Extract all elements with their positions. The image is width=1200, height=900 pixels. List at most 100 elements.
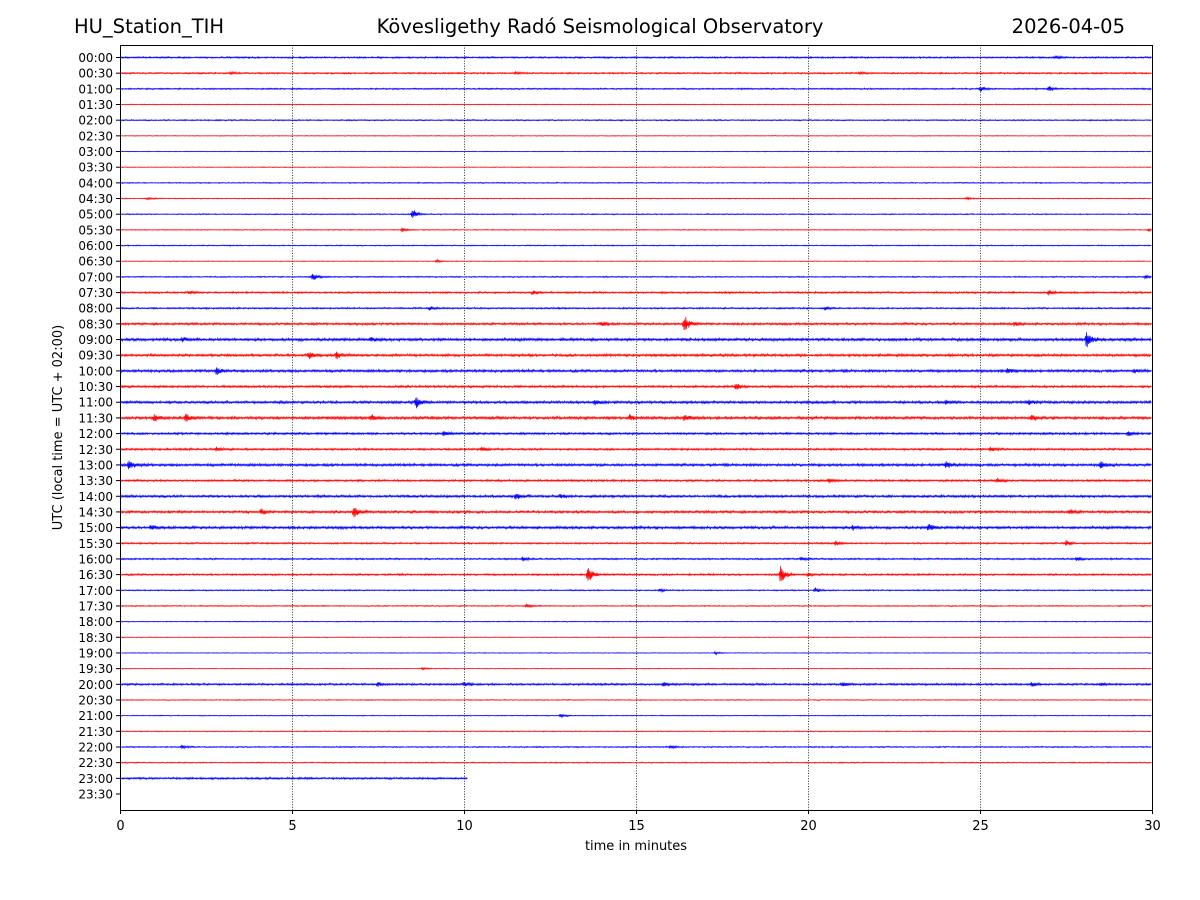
trace-2000: [119, 681, 1152, 687]
y-tick-label: 23:30: [78, 787, 113, 801]
y-tick-label: 16:30: [78, 568, 113, 582]
trace-0630: [119, 258, 1152, 264]
trace-1230: [119, 446, 1152, 452]
trace-0500: [119, 210, 1152, 219]
trace-1630: [119, 566, 1152, 582]
y-tick-label: 12:30: [78, 443, 113, 457]
trace-1100: [119, 397, 1152, 409]
trace-1800: [119, 620, 1152, 623]
y-tick-label: 22:30: [78, 756, 113, 770]
x-tick-label: 15: [628, 819, 645, 834]
x-axis-label: time in minutes: [585, 839, 687, 854]
y-tick-label: 17:00: [78, 584, 113, 598]
trace-0400: [119, 181, 1152, 185]
y-tick-label: 04:00: [78, 176, 113, 190]
trace-0100: [119, 86, 1152, 92]
x-axis-ticks: 0 5 10 15 20 25 30: [116, 810, 1161, 834]
trace-1530: [119, 540, 1152, 546]
trace-0300: [119, 150, 1152, 153]
trace-1500: [119, 523, 1152, 531]
y-tick-label: 02:00: [78, 114, 113, 128]
trace-1130: [119, 414, 1152, 422]
trace-1900: [119, 650, 1152, 656]
trace-1400: [119, 493, 1152, 500]
x-tick-label: 10: [456, 819, 473, 834]
y-tick-label: 08:00: [78, 302, 113, 316]
y-tick-label: 11:30: [78, 411, 113, 425]
y-tick-label: 20:00: [78, 678, 113, 692]
y-tick-label: 03:00: [78, 145, 113, 159]
trace-0530: [119, 227, 1152, 233]
trace-0230: [119, 134, 1152, 137]
trace-0430: [119, 196, 1152, 201]
y-tick-label: 01:00: [78, 82, 113, 96]
vertical-gridlines: [292, 45, 981, 810]
seismic-traces: [119, 55, 1152, 781]
y-tick-label: 06:00: [78, 239, 113, 253]
y-tick-label: 10:30: [78, 380, 113, 394]
trace-1200: [119, 430, 1152, 437]
trace-0800: [119, 306, 1152, 311]
y-tick-label: 08:30: [78, 317, 113, 331]
y-tick-label: 14:00: [78, 490, 113, 504]
y-tick-label: 15:00: [78, 521, 113, 535]
station-name: HU_Station_TIH: [74, 15, 225, 38]
trace-1430: [119, 507, 1152, 518]
trace-2100: [119, 713, 1152, 719]
trace-0030: [119, 70, 1152, 76]
y-tick-label: 09:30: [78, 349, 113, 363]
y-tick-label: 21:00: [78, 709, 113, 723]
trace-1700: [119, 587, 1152, 593]
y-tick-label: 07:00: [78, 270, 113, 284]
x-tick-label: 30: [1144, 819, 1161, 834]
y-tick-label: 05:30: [78, 223, 113, 237]
x-tick-label: 20: [800, 819, 817, 834]
trace-0930: [119, 351, 1152, 360]
y-tick-label: 00:30: [78, 67, 113, 81]
trace-1930: [119, 666, 1152, 671]
y-tick-label: 10:00: [78, 364, 113, 378]
trace-0200: [119, 118, 1152, 122]
y-tick-label: 17:30: [78, 599, 113, 613]
trace-0000: [119, 55, 1152, 60]
x-tick-label: 5: [288, 819, 296, 834]
y-tick-label: 14:30: [78, 505, 113, 519]
y-tick-label: 07:30: [78, 286, 113, 300]
trace-1330: [119, 477, 1152, 484]
trace-0700: [119, 273, 1152, 280]
trace-1000: [119, 367, 1152, 376]
y-tick-label: 06:30: [78, 255, 113, 269]
y-tick-label: 19:30: [78, 662, 113, 676]
trace-0830: [119, 316, 1152, 331]
y-tick-label: 21:30: [78, 725, 113, 739]
trace-0600: [119, 244, 1152, 247]
y-tick-label: 00:00: [78, 51, 113, 65]
trace-1600: [119, 556, 1152, 562]
trace-0130: [119, 103, 1152, 106]
y-tick-label: 18:00: [78, 615, 113, 629]
x-tick-label: 0: [116, 819, 124, 834]
trace-1300: [119, 460, 1152, 470]
y-tick-label: 22:00: [78, 740, 113, 754]
trace-0730: [119, 290, 1152, 296]
y-tick-label: 02:30: [78, 129, 113, 143]
y-tick-label: 01:30: [78, 98, 113, 112]
y-tick-label: 13:00: [78, 458, 113, 472]
y-tick-label: 05:00: [78, 208, 113, 222]
trace-1730: [119, 603, 1152, 609]
y-tick-label: 23:00: [78, 772, 113, 786]
trace-2230: [119, 761, 1152, 764]
chart-title: Kövesligethy Radó Seismological Observat…: [376, 15, 824, 38]
y-tick-label: 13:30: [78, 474, 113, 488]
trace-1030: [119, 383, 1152, 390]
trace-0900: [119, 332, 1152, 348]
y-tick-label: 19:00: [78, 646, 113, 660]
y-tick-label: 04:30: [78, 192, 113, 206]
y-tick-label: 09:00: [78, 333, 113, 347]
trace-1830: [119, 636, 1152, 639]
y-tick-label: 11:00: [78, 396, 113, 410]
y-tick-label: 16:00: [78, 552, 113, 566]
y-tick-label: 18:30: [78, 631, 113, 645]
